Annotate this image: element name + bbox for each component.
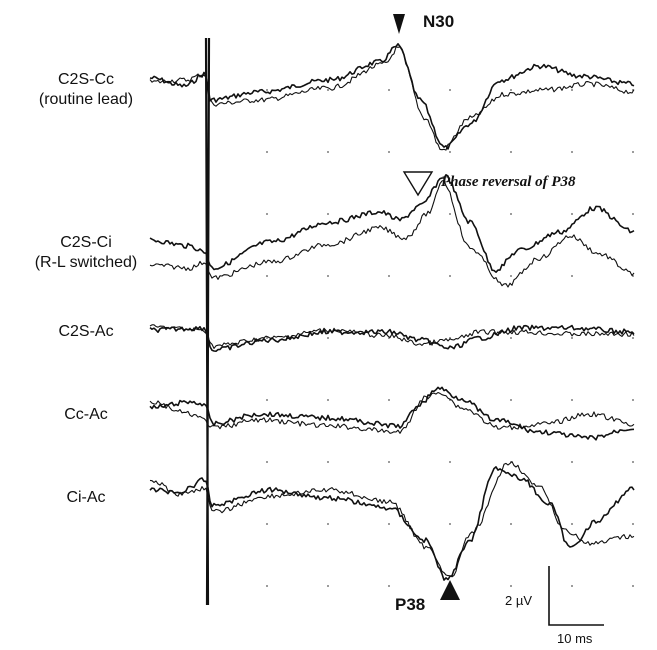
grid-dot (571, 399, 573, 401)
waveform-trace (149, 461, 635, 578)
grid-dot (266, 89, 268, 91)
grid-dot (632, 399, 634, 401)
grid-dot (388, 275, 390, 277)
grid-dot (388, 89, 390, 91)
waveform-trace (149, 391, 635, 434)
grid-dot (449, 523, 451, 525)
p38-marker-icon (440, 580, 460, 600)
waveform-trace (149, 46, 635, 151)
lead-label-line1: C2S-Ac (58, 323, 114, 340)
lead-label-line1: C2S-Cc (57, 71, 114, 88)
grid-dot (388, 523, 390, 525)
grid-dot (510, 337, 512, 339)
grid-dot (510, 585, 512, 587)
grid-dot (510, 89, 512, 91)
lead-label-c2s-ac: C2S-Ac (20, 322, 152, 342)
grid-dot (510, 213, 512, 215)
scale-bar (548, 566, 604, 626)
phase-reversal-label: Phase reversal of P38 (441, 174, 576, 190)
lead-label-line1: C2S-Ci (60, 234, 112, 251)
grid-dot (571, 585, 573, 587)
grid-dot (510, 523, 512, 525)
amplitude-scale-label: 2 µV (505, 593, 533, 608)
grid-dot (632, 523, 634, 525)
grid-dot (449, 89, 451, 91)
waveform-trace (149, 174, 635, 273)
p38-label: P38 (395, 595, 426, 614)
waveform-trace (149, 179, 635, 288)
grid-dot (510, 151, 512, 153)
grid-dot (571, 337, 573, 339)
grid-dot (571, 151, 573, 153)
grid-dot (571, 461, 573, 463)
grid-dot (327, 337, 329, 339)
trace-group (149, 43, 635, 581)
lead-label-cc-ac: Cc-Ac (20, 405, 152, 425)
grid-dot (266, 523, 268, 525)
grid-dot (571, 89, 573, 91)
grid-dot (388, 585, 390, 587)
lead-label-ci-ac: Ci-Ac (20, 488, 152, 508)
grid-dot (266, 151, 268, 153)
grid-dot (632, 461, 634, 463)
stimulus-artifact (204, 37, 211, 606)
waveform-trace (149, 466, 635, 581)
grid-dot (327, 89, 329, 91)
grid-dot (266, 399, 268, 401)
grid-dot (266, 275, 268, 277)
time-scale-label: 10 ms (557, 631, 593, 646)
grid-dot (571, 275, 573, 277)
grid-dot (632, 585, 634, 587)
grid-dot (449, 461, 451, 463)
grid-dot (266, 213, 268, 215)
grid-dot (632, 151, 634, 153)
grid-dot (327, 461, 329, 463)
grid-dot (266, 585, 268, 587)
grid-dot (327, 523, 329, 525)
n30-label: N30 (423, 12, 455, 31)
grid-dot (388, 461, 390, 463)
lead-label-line1: Ci-Ac (66, 489, 106, 506)
grid-dot (266, 337, 268, 339)
lead-label-line2: (R-L switched) (34, 254, 138, 271)
grid-dot (571, 523, 573, 525)
waveform-trace (149, 324, 635, 349)
waveform-trace (149, 386, 635, 441)
lead-label-c2s-cc: C2S-Cc (routine lead) (20, 70, 152, 110)
grid-dot (449, 151, 451, 153)
lead-label-line1: Cc-Ac (64, 406, 108, 423)
waveform-trace (149, 43, 635, 150)
grid-dot (632, 213, 634, 215)
grid-dot (510, 399, 512, 401)
grid-dot (510, 275, 512, 277)
grid-dot (571, 213, 573, 215)
grid-dot (266, 461, 268, 463)
grid-dot (632, 337, 634, 339)
grid-dot (449, 337, 451, 339)
grid-dot (327, 399, 329, 401)
grid-dots (266, 89, 634, 587)
grid-dot (388, 399, 390, 401)
grid-dot (449, 213, 451, 215)
grid-dot (388, 151, 390, 153)
grid-dot (327, 213, 329, 215)
waveform-trace (149, 324, 635, 352)
grid-dot (449, 275, 451, 277)
grid-dot (327, 151, 329, 153)
phase-reversal-marker-icon (402, 171, 434, 197)
grid-dot (327, 585, 329, 587)
lead-label-c2s-ci: C2S-Ci (R-L switched) (20, 233, 152, 273)
lead-label-line2: (routine lead) (38, 91, 134, 108)
n30-marker-icon (393, 14, 405, 34)
grid-dot (327, 275, 329, 277)
